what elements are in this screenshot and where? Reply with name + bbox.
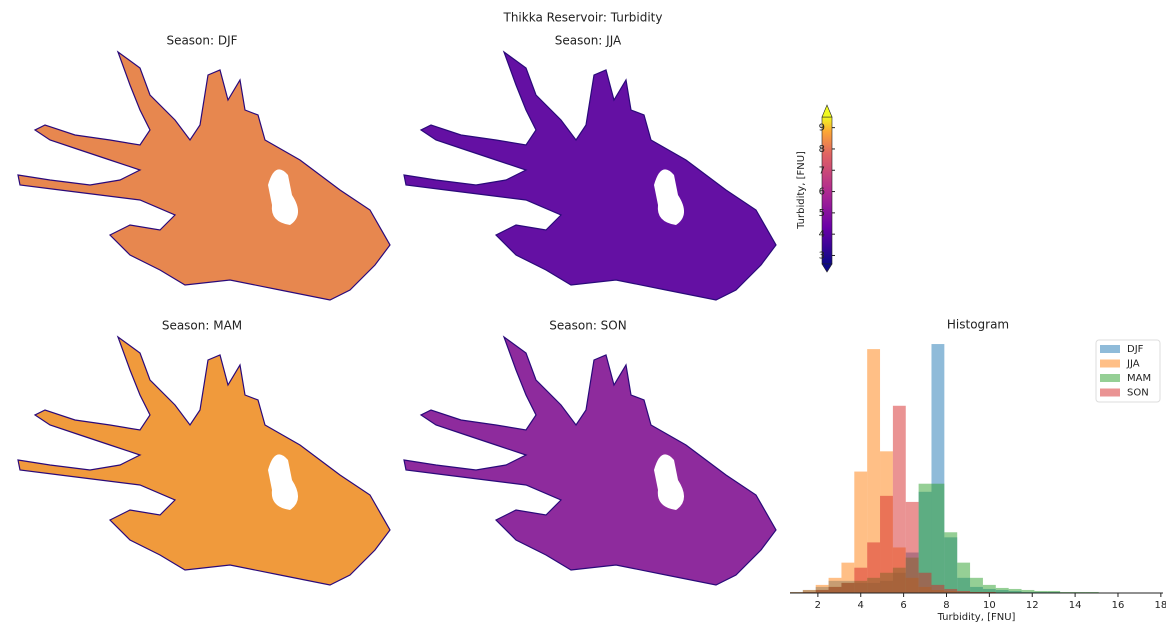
histogram-bar [893, 406, 906, 593]
histogram-bar [944, 589, 957, 593]
x-tick-label: 16 [1112, 600, 1125, 611]
histogram-bar [854, 568, 867, 593]
colorbar: Turbidity, [FNU] 3 4 5 6 7 8 9 [796, 105, 835, 272]
histogram-bar [944, 532, 957, 593]
map [18, 337, 390, 585]
map-title: Season: SON [549, 319, 626, 333]
histogram-bar [867, 542, 880, 593]
x-tick-label: 14 [1069, 600, 1082, 611]
legend-label: SON [1127, 388, 1149, 399]
map [18, 52, 390, 300]
legend-swatch [1100, 360, 1120, 368]
legend-swatch [1100, 389, 1120, 397]
x-tick-label: 4 [858, 600, 864, 611]
x-axis-label: Turbidity, [FNU] [937, 612, 1016, 623]
figure: Thikka Reservoir: Turbidity Season: DJFS… [0, 0, 1166, 623]
map-title: Season: MAM [162, 319, 242, 333]
legend-swatch [1100, 345, 1120, 353]
reservoir [18, 337, 390, 585]
histogram-bar [906, 502, 919, 593]
colorbar-tick-label: 5 [819, 208, 825, 219]
x-tick-label: 18 [1154, 600, 1166, 611]
histogram-bar [841, 583, 854, 593]
colorbar-label: Turbidity, [FNU] [796, 151, 807, 230]
colorbar-tick-label: 4 [819, 229, 825, 240]
histogram-bar [919, 573, 932, 593]
legend-label: JJA [1126, 359, 1140, 370]
histogram-bar [880, 496, 893, 593]
map-title: Season: JJA [555, 34, 622, 48]
map [404, 52, 776, 300]
maps: Season: DJF Season: JJA Season: MAM Season:… [18, 34, 776, 586]
figure-title: Thikka Reservoir: Turbidity [503, 11, 663, 25]
x-tick-label: 10 [983, 600, 996, 611]
reservoir [18, 52, 390, 300]
x-tick-label: 2 [815, 600, 821, 611]
colorbar-tick-label: 7 [819, 165, 825, 176]
x-tick-label: 12 [1026, 600, 1039, 611]
histogram-bar [1009, 589, 1022, 593]
histogram-bar [983, 585, 996, 593]
colorbar-extend-max [822, 105, 832, 117]
chart-title: Histogram [947, 318, 1009, 332]
histogram-bar [996, 588, 1009, 593]
histogram-bar [957, 563, 970, 593]
histogram-bar [970, 578, 983, 593]
colorbar-tick-label: 6 [819, 187, 825, 198]
x-tick-label: 8 [943, 600, 949, 611]
histogram-bar [931, 484, 944, 593]
colorbar-tick-label: 3 [819, 250, 825, 261]
map [404, 337, 776, 585]
colorbar-tick-label: 9 [819, 123, 825, 134]
legend-label: MAM [1127, 373, 1151, 384]
histogram-bar [931, 585, 944, 593]
colorbar-extend-min [822, 264, 832, 272]
map-title: Season: DJF [166, 34, 237, 48]
histogram-bar [829, 587, 842, 593]
legend-swatch [1100, 374, 1120, 382]
x-tick-label: 6 [900, 600, 906, 611]
colorbar-tick-label: 8 [819, 144, 825, 155]
legend-label: DJF [1127, 344, 1144, 355]
reservoir [404, 52, 776, 300]
reservoir [404, 337, 776, 585]
